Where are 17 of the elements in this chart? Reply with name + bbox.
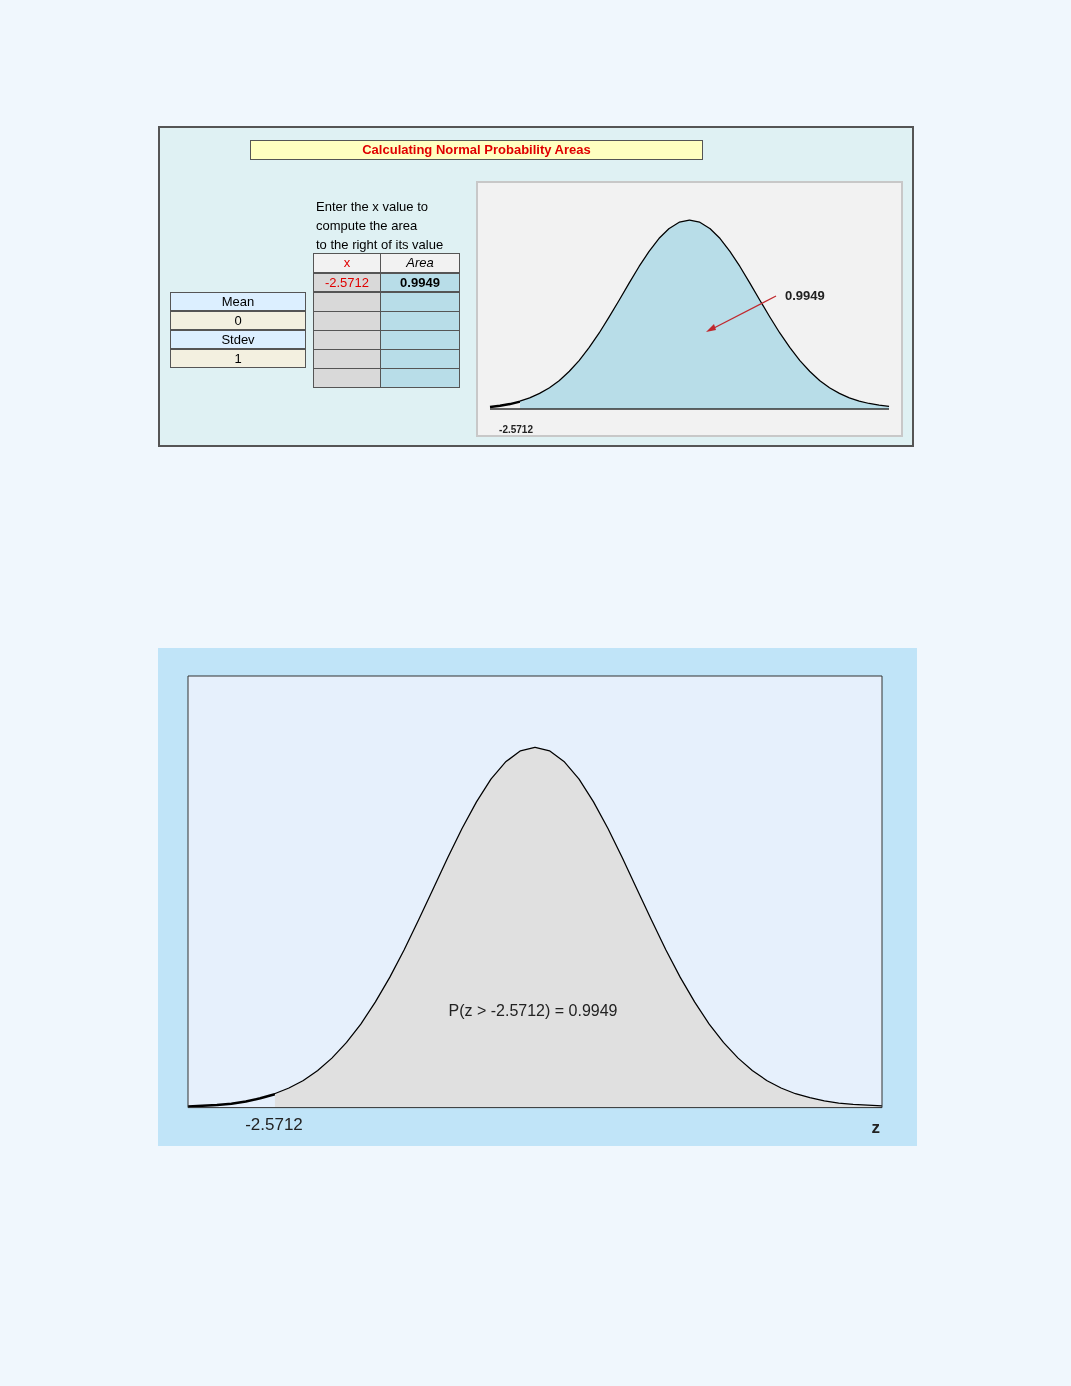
text: 0.9949 (380, 273, 460, 292)
text: -2.5712 (245, 1114, 303, 1134)
text: x (313, 253, 381, 273)
text: Enter the x value to (316, 198, 429, 216)
text: 1 (170, 349, 306, 368)
text: Mean (170, 292, 306, 311)
text: Stdev (170, 330, 306, 349)
text: -2.5712 (313, 273, 381, 292)
x-axis-title: z (871, 1117, 880, 1137)
annotation: 0.9949 (785, 287, 825, 303)
text: -2.5712 (499, 423, 534, 435)
text: Area (380, 253, 460, 273)
text: compute the area (316, 217, 419, 235)
annotation: P(z > -2.5712) = 0.9949 (448, 1002, 618, 1020)
text: to the right of its value (316, 236, 445, 254)
text: 0 (170, 311, 306, 330)
text: Calculating Normal Probability Areas (250, 140, 703, 160)
